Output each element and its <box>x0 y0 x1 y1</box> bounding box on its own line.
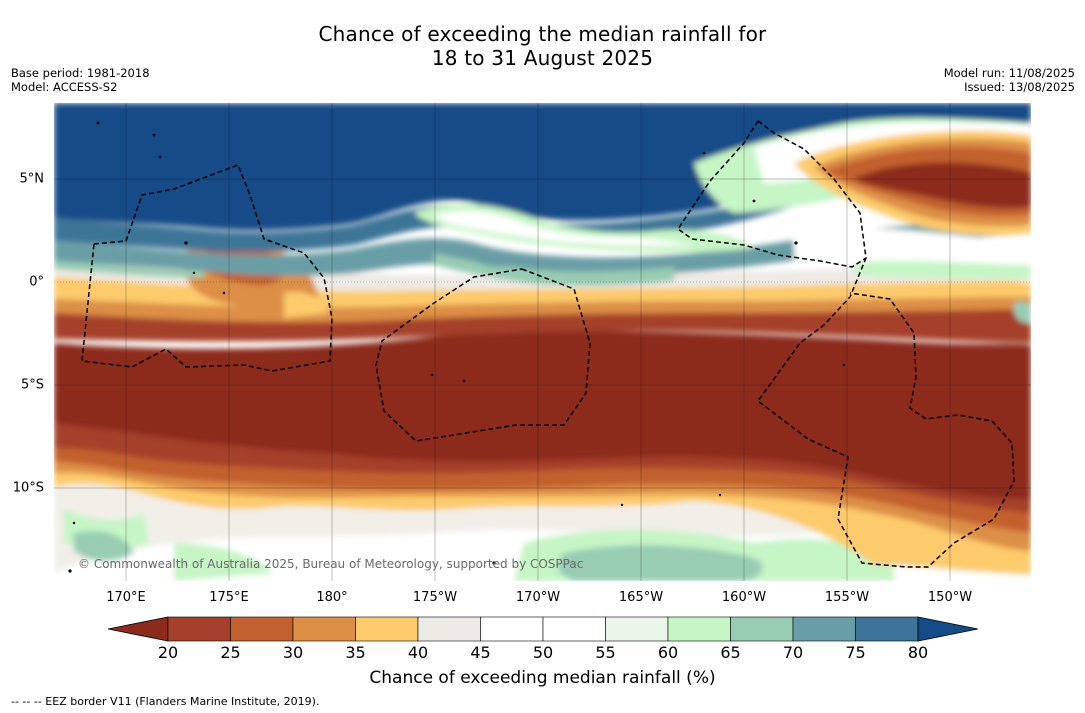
lat-label-5s: 5°S <box>20 377 44 393</box>
colorbar-bin <box>417 616 481 642</box>
colorbar-tick-label: 80 <box>907 643 929 662</box>
colorbar-tick-label: 75 <box>845 643 866 662</box>
lat-label-0: 0° <box>29 274 44 290</box>
colorbar-tick-label: 35 <box>345 643 366 662</box>
lat-label-5n: 5°N <box>19 171 45 187</box>
metadata-left: Base period: 1981-2018 Model: ACCESS-S2 <box>11 66 150 94</box>
colorbar-tick-label: 50 <box>532 643 554 662</box>
colorbar-bin <box>230 616 294 642</box>
base-period-text: Base period: 1981-2018 <box>11 66 150 80</box>
colorbar-tick-label: 60 <box>657 643 679 662</box>
metadata-right: Model run: 11/08/2025 Issued: 13/08/2025 <box>944 66 1075 94</box>
colorbar-bin <box>292 616 356 642</box>
lon-label-155w: 155°W <box>824 590 870 605</box>
colorbar-bin <box>792 616 856 642</box>
colorbar-bin <box>605 616 669 642</box>
lon-label-175w: 175°W <box>412 590 458 605</box>
map-title: Chance of exceeding the median rainfall … <box>0 22 1085 70</box>
colorbar-tick-label: 25 <box>220 643 241 662</box>
colorbar-bin <box>480 616 544 642</box>
colorbar-label: Chance of exceeding median rainfall (%) <box>369 668 716 688</box>
colorbar-tick-label: 65 <box>720 643 741 662</box>
colorbar-tick-label: 40 <box>407 643 429 662</box>
colorbar-below-arrow <box>108 616 169 642</box>
model-run-text: Model run: 11/08/2025 <box>943 66 1075 80</box>
lon-label-150w: 150°W <box>927 590 973 605</box>
eez-borders <box>81 120 1015 568</box>
colorbar-bin <box>730 616 794 642</box>
graticule-lines <box>54 103 1031 581</box>
rainfall-probability-field <box>54 103 1031 581</box>
lon-label-180: 180° <box>316 590 348 605</box>
issued-text: Issued: 13/08/2025 <box>964 80 1075 94</box>
colorbar-bin <box>667 616 731 642</box>
colorbar-bin <box>855 616 919 642</box>
colorbar-tick-label: 70 <box>782 643 804 662</box>
title-line-2: 18 to 31 August 2025 <box>431 46 654 70</box>
colorbar-tick-label: 20 <box>157 643 179 662</box>
colorbar-tick-label: 30 <box>282 643 304 662</box>
colorbar-bin <box>355 616 419 642</box>
colorbar <box>108 616 978 642</box>
title-line-1: Chance of exceeding the median rainfall … <box>318 22 767 46</box>
lat-label-10s: 10°S <box>12 480 44 496</box>
model-text: Model: ACCESS-S2 <box>11 80 118 94</box>
colorbar-bin <box>167 616 231 642</box>
colorbar-tick-label: 55 <box>595 643 616 662</box>
rainfall-probability-map: © Commonwealth of Australia 2025, Bureau… <box>54 103 1031 581</box>
colorbar-above-arrow <box>917 616 978 642</box>
island-dots <box>68 121 846 573</box>
lon-label-165w: 165°W <box>618 590 664 605</box>
map-canvas <box>54 103 1031 581</box>
lon-label-160w: 160°W <box>721 590 767 605</box>
copyright-notice: © Commonwealth of Australia 2025, Bureau… <box>78 557 584 571</box>
eez-footnote: -- -- -- EEZ border V11 (Flanders Marine… <box>11 695 320 708</box>
lon-label-175e: 175°E <box>209 590 249 605</box>
colorbar-bin <box>542 616 606 642</box>
colorbar-tick-label: 45 <box>470 643 491 662</box>
lon-label-170w: 170°W <box>515 590 561 605</box>
colorbar-bins <box>167 616 919 642</box>
lon-label-170e: 170°E <box>106 590 146 605</box>
